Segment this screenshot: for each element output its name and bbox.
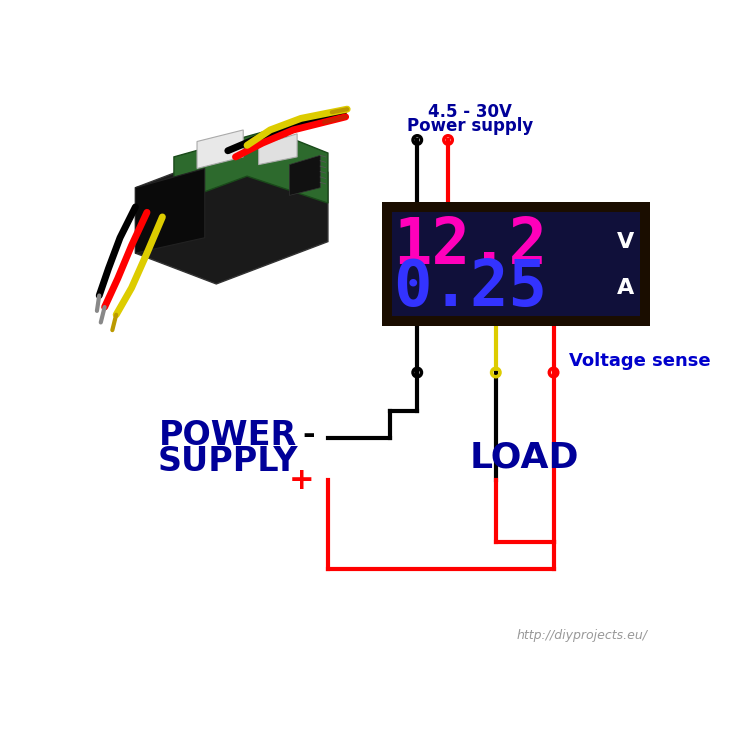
Polygon shape [136,169,204,253]
FancyBboxPatch shape [392,212,639,316]
Text: +: + [289,466,315,495]
Polygon shape [174,130,328,203]
Polygon shape [197,130,243,169]
Polygon shape [136,145,328,284]
Polygon shape [258,134,297,164]
Text: A: A [617,278,634,298]
FancyBboxPatch shape [382,201,650,326]
Polygon shape [289,155,320,196]
Text: LOAD: LOAD [469,440,579,474]
FancyBboxPatch shape [97,103,339,345]
Text: POWER: POWER [158,419,297,452]
Text: http://diyprojects.eu/: http://diyprojects.eu/ [517,629,648,642]
Text: -: - [302,421,315,450]
Text: 0.25: 0.25 [393,257,548,319]
Text: 4.5 - 30V: 4.5 - 30V [429,103,512,121]
Text: SUPPLY: SUPPLY [158,445,298,477]
Text: V: V [617,231,634,252]
Text: 12.2: 12.2 [393,215,548,277]
Text: Voltage sense: Voltage sense [569,352,710,370]
Text: Power supply: Power supply [407,117,534,135]
